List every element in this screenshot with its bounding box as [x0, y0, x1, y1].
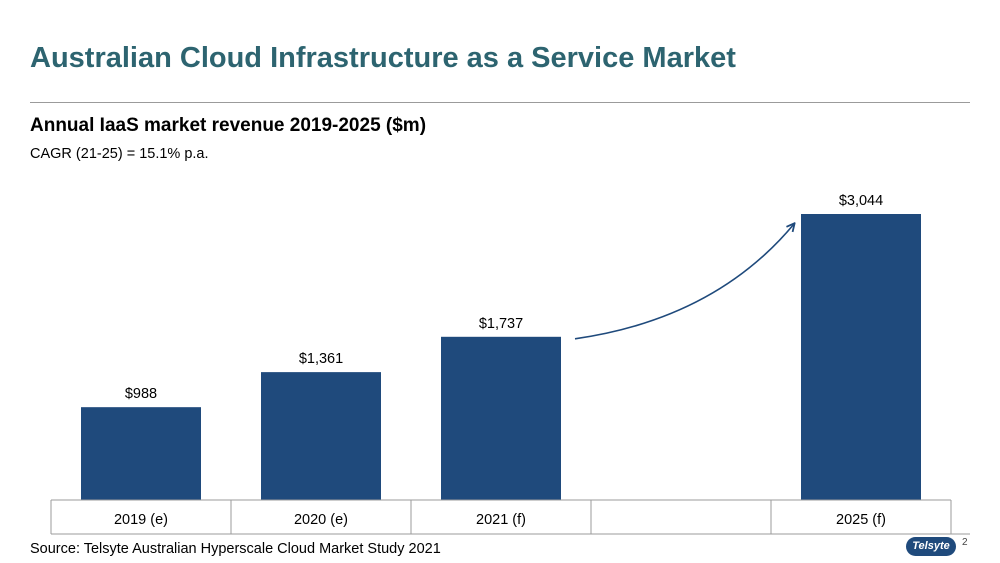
chart-title: Annual IaaS market revenue 2019-2025 ($m…	[30, 115, 427, 136]
source-note: Source: Telsyte Australian Hyperscale Cl…	[30, 541, 441, 557]
growth-arrow	[574, 224, 794, 340]
bar	[801, 214, 921, 500]
x-tick-label: 2021 (f)	[476, 512, 526, 528]
bars-layer	[81, 214, 921, 500]
title-divider	[30, 102, 970, 103]
bar	[81, 407, 201, 500]
x-tick-label: 2025 (f)	[836, 512, 886, 528]
bar	[261, 372, 381, 500]
x-tick-label: 2019 (e)	[114, 512, 168, 528]
x-axis	[50, 499, 970, 535]
x-tick-label: 2020 (e)	[294, 512, 348, 528]
bar	[441, 336, 561, 500]
page-number: 2	[962, 537, 968, 548]
data-label: $1,737	[479, 316, 523, 332]
slide-title: Australian Cloud Infrastructure as a Ser…	[30, 42, 736, 74]
labels-layer: $988 2019 (e) $1,361 2020 (e) $1,737 2021 (f)…	[114, 193, 886, 528]
chart-subtitle: CAGR (21-25) = 15.1% p.a.	[30, 146, 209, 162]
telsyte-logo: Telsyte	[906, 537, 956, 556]
data-label: $3,044	[839, 193, 883, 209]
data-label: $1,361	[299, 351, 343, 367]
data-label: $988	[125, 386, 157, 402]
